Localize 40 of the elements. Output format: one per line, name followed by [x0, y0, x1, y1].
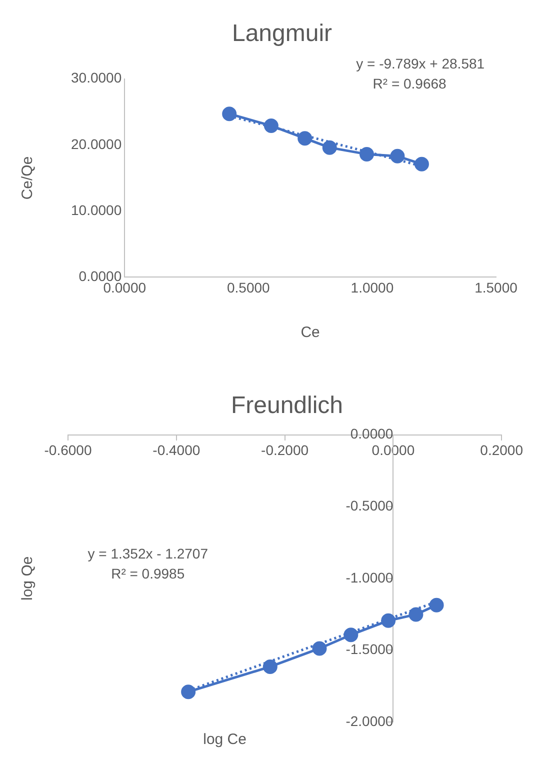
y-tick-label: 20.0000 [70, 136, 122, 152]
x-tick-label: -0.2000 [261, 442, 309, 458]
point [381, 613, 396, 628]
annotation: R² = 0.9985 [111, 565, 185, 582]
y-tick-label: 30.0000 [70, 70, 122, 86]
chart-title: Langmuir [232, 20, 332, 48]
y-tick-label: 0.0000 [350, 426, 394, 442]
point [312, 641, 327, 656]
y-tick-label: -0.5000 [346, 497, 394, 514]
annotation: y = 1.352x - 1.2707 [88, 545, 208, 562]
point [408, 607, 424, 622]
chart-title: Freundlich [230, 392, 344, 420]
point [414, 156, 429, 172]
y-tick-label: -1.0000 [346, 569, 394, 586]
x-tick-label: -0.6000 [44, 442, 92, 458]
point [262, 659, 278, 674]
point [181, 684, 196, 700]
x-tick-label: -0.4000 [152, 442, 200, 458]
y-tick-label: -1.5000 [346, 641, 394, 658]
y-axis-title: Ce/Qe [19, 156, 36, 200]
text: y = -9.789x + 28.581 [356, 56, 485, 72]
point [360, 146, 374, 162]
x-tick-label: 0.0000 [372, 442, 415, 458]
x-tick-label: 1.5000 [474, 279, 518, 296]
point [429, 598, 444, 612]
point [264, 118, 278, 134]
y-axis-title: log Qe [19, 556, 36, 600]
x-tick-label: 1.0000 [350, 279, 394, 296]
point [298, 131, 312, 146]
x-tick-label: 0.2000 [480, 442, 524, 458]
point [222, 106, 237, 122]
point [390, 148, 405, 164]
y-tick-label: 10.0000 [70, 202, 122, 218]
point [344, 628, 358, 642]
point [322, 140, 337, 155]
y-tick-label: -2.0000 [346, 712, 394, 729]
x-axis-title: Ce [300, 324, 320, 342]
annotation: R² = 0.9668 [372, 76, 447, 92]
x-tick-label: 0.5000 [226, 279, 270, 296]
x-axis-title: log Ce [203, 731, 246, 748]
